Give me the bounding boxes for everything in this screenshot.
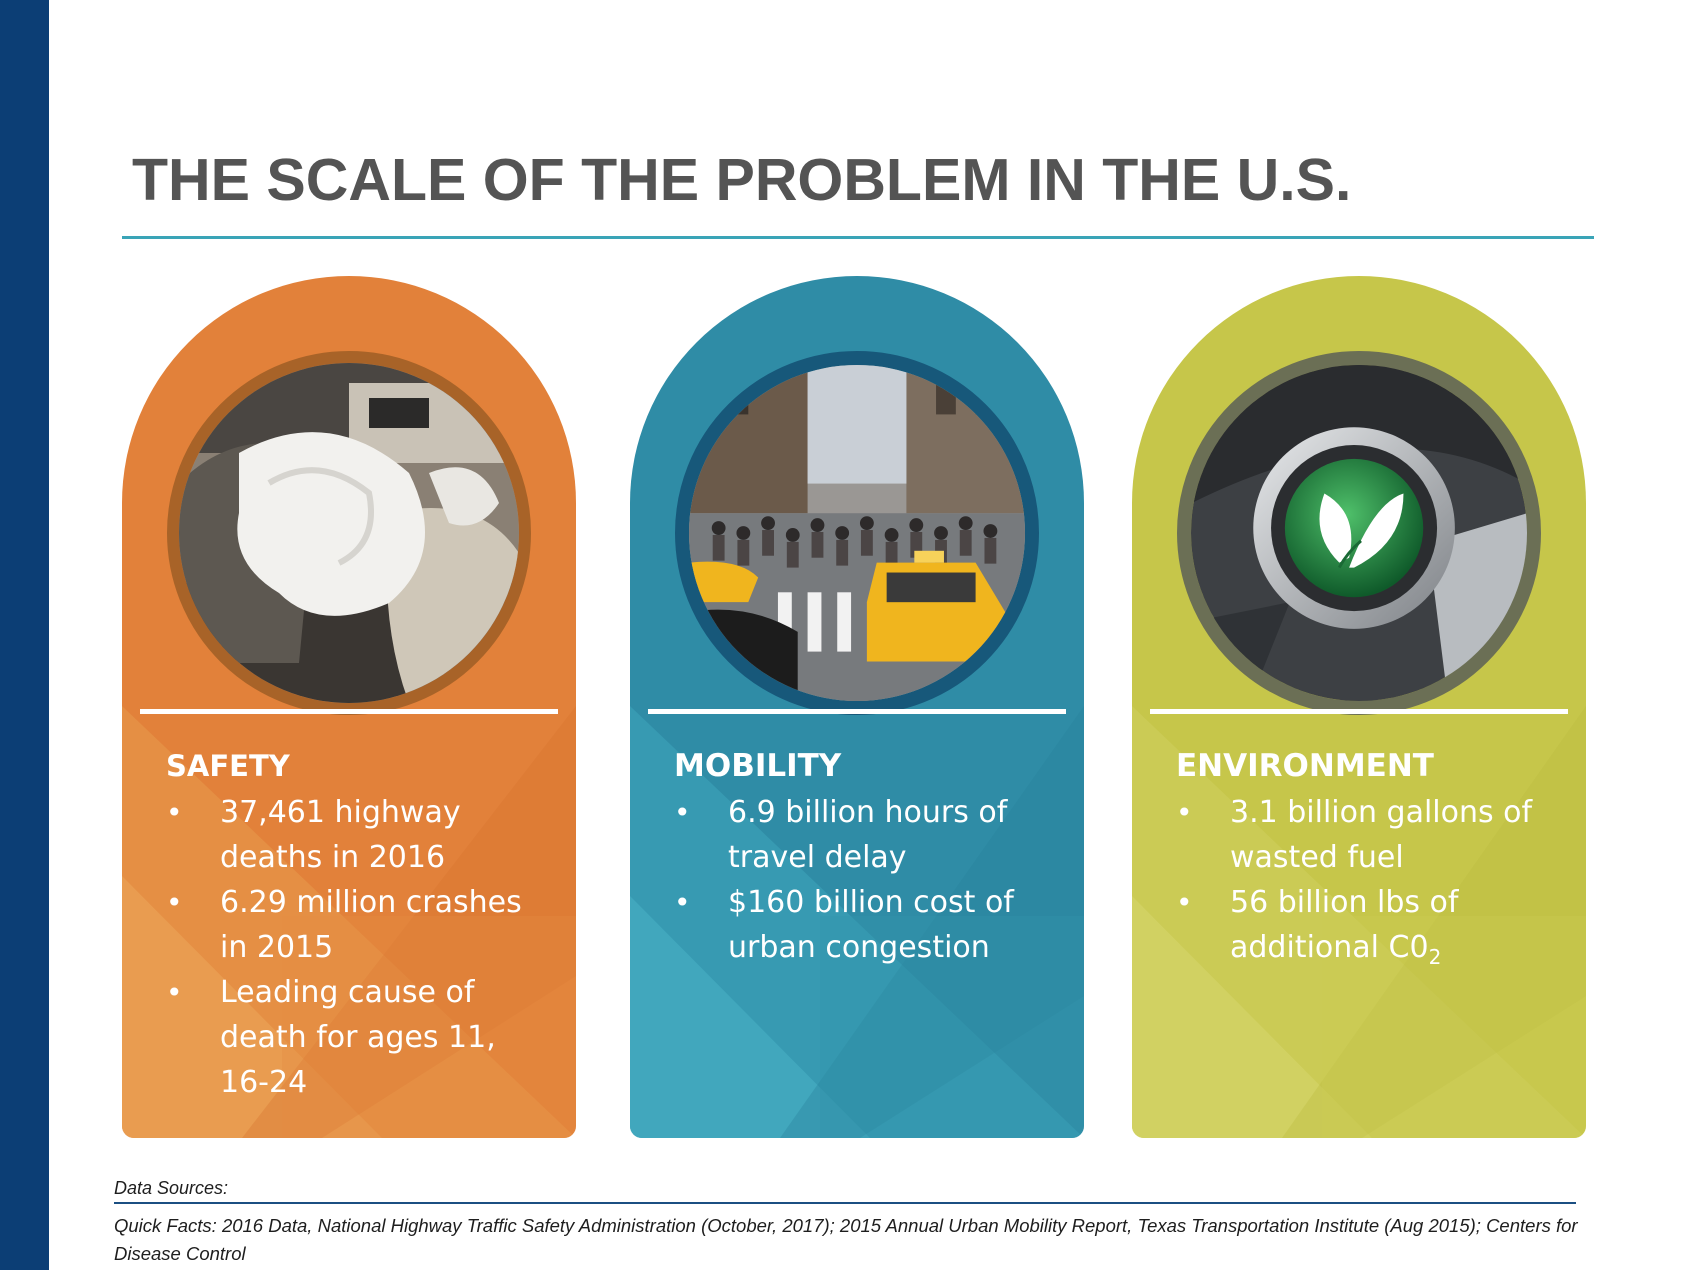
slide-title: THE SCALE OF THE PROBLEM IN THE U.S. [132, 147, 1352, 213]
side-accent-bar [0, 0, 49, 1270]
list-item: 6.29 million crashes in 2015 [166, 880, 552, 970]
card-divider [1150, 709, 1568, 714]
list-item: $160 billion cost of urban congestion [674, 880, 1060, 970]
data-sources-label: Data Sources: [114, 1178, 229, 1198]
bullet-list: 3.1 billion gallons of wasted fuel 56 bi… [1176, 790, 1562, 980]
mobility-card-body: MOBILITY 6.9 billion hours of travel del… [674, 746, 1060, 970]
list-item: 6.9 billion hours of travel delay [674, 790, 1060, 880]
card-heading: SAFETY [166, 749, 290, 783]
list-item: 56 billion lbs of additional C02 [1176, 880, 1562, 980]
airbag-photo-icon [167, 351, 531, 715]
title-underline [122, 236, 1594, 239]
eco-button-photo-icon [1177, 351, 1541, 715]
co2-subscript: 2 [1428, 945, 1442, 969]
safety-card-body: SAFETY 37,461 highway deaths in 2016 6.2… [166, 746, 552, 1105]
data-sources-text: Quick Facts: 2016 Data, National Highway… [114, 1215, 1578, 1264]
bullet-list: 37,461 highway deaths in 2016 6.29 milli… [166, 790, 552, 1105]
traffic-street-photo-icon [675, 351, 1039, 715]
bullet-list: 6.9 billion hours of travel delay $160 b… [674, 790, 1060, 970]
list-item: Leading cause of death for ages 11, 16-2… [166, 970, 552, 1105]
card-heading: ENVIRONMENT [1176, 748, 1434, 784]
list-item: 37,461 highway deaths in 2016 [166, 790, 552, 880]
card-divider [140, 709, 558, 714]
card-heading: MOBILITY [674, 748, 842, 784]
sources-divider [114, 1202, 1576, 1204]
mobility-card: MOBILITY 6.9 billion hours of travel del… [630, 276, 1084, 1138]
safety-card: SAFETY 37,461 highway deaths in 2016 6.2… [122, 276, 576, 1138]
environment-card-body: ENVIRONMENT 3.1 billion gallons of waste… [1176, 746, 1562, 980]
list-item: 3.1 billion gallons of wasted fuel [1176, 790, 1562, 880]
co2-bullet-text: 56 billion lbs of additional C0 [1230, 885, 1459, 965]
environment-card: ENVIRONMENT 3.1 billion gallons of waste… [1132, 276, 1586, 1138]
card-divider [648, 709, 1066, 714]
